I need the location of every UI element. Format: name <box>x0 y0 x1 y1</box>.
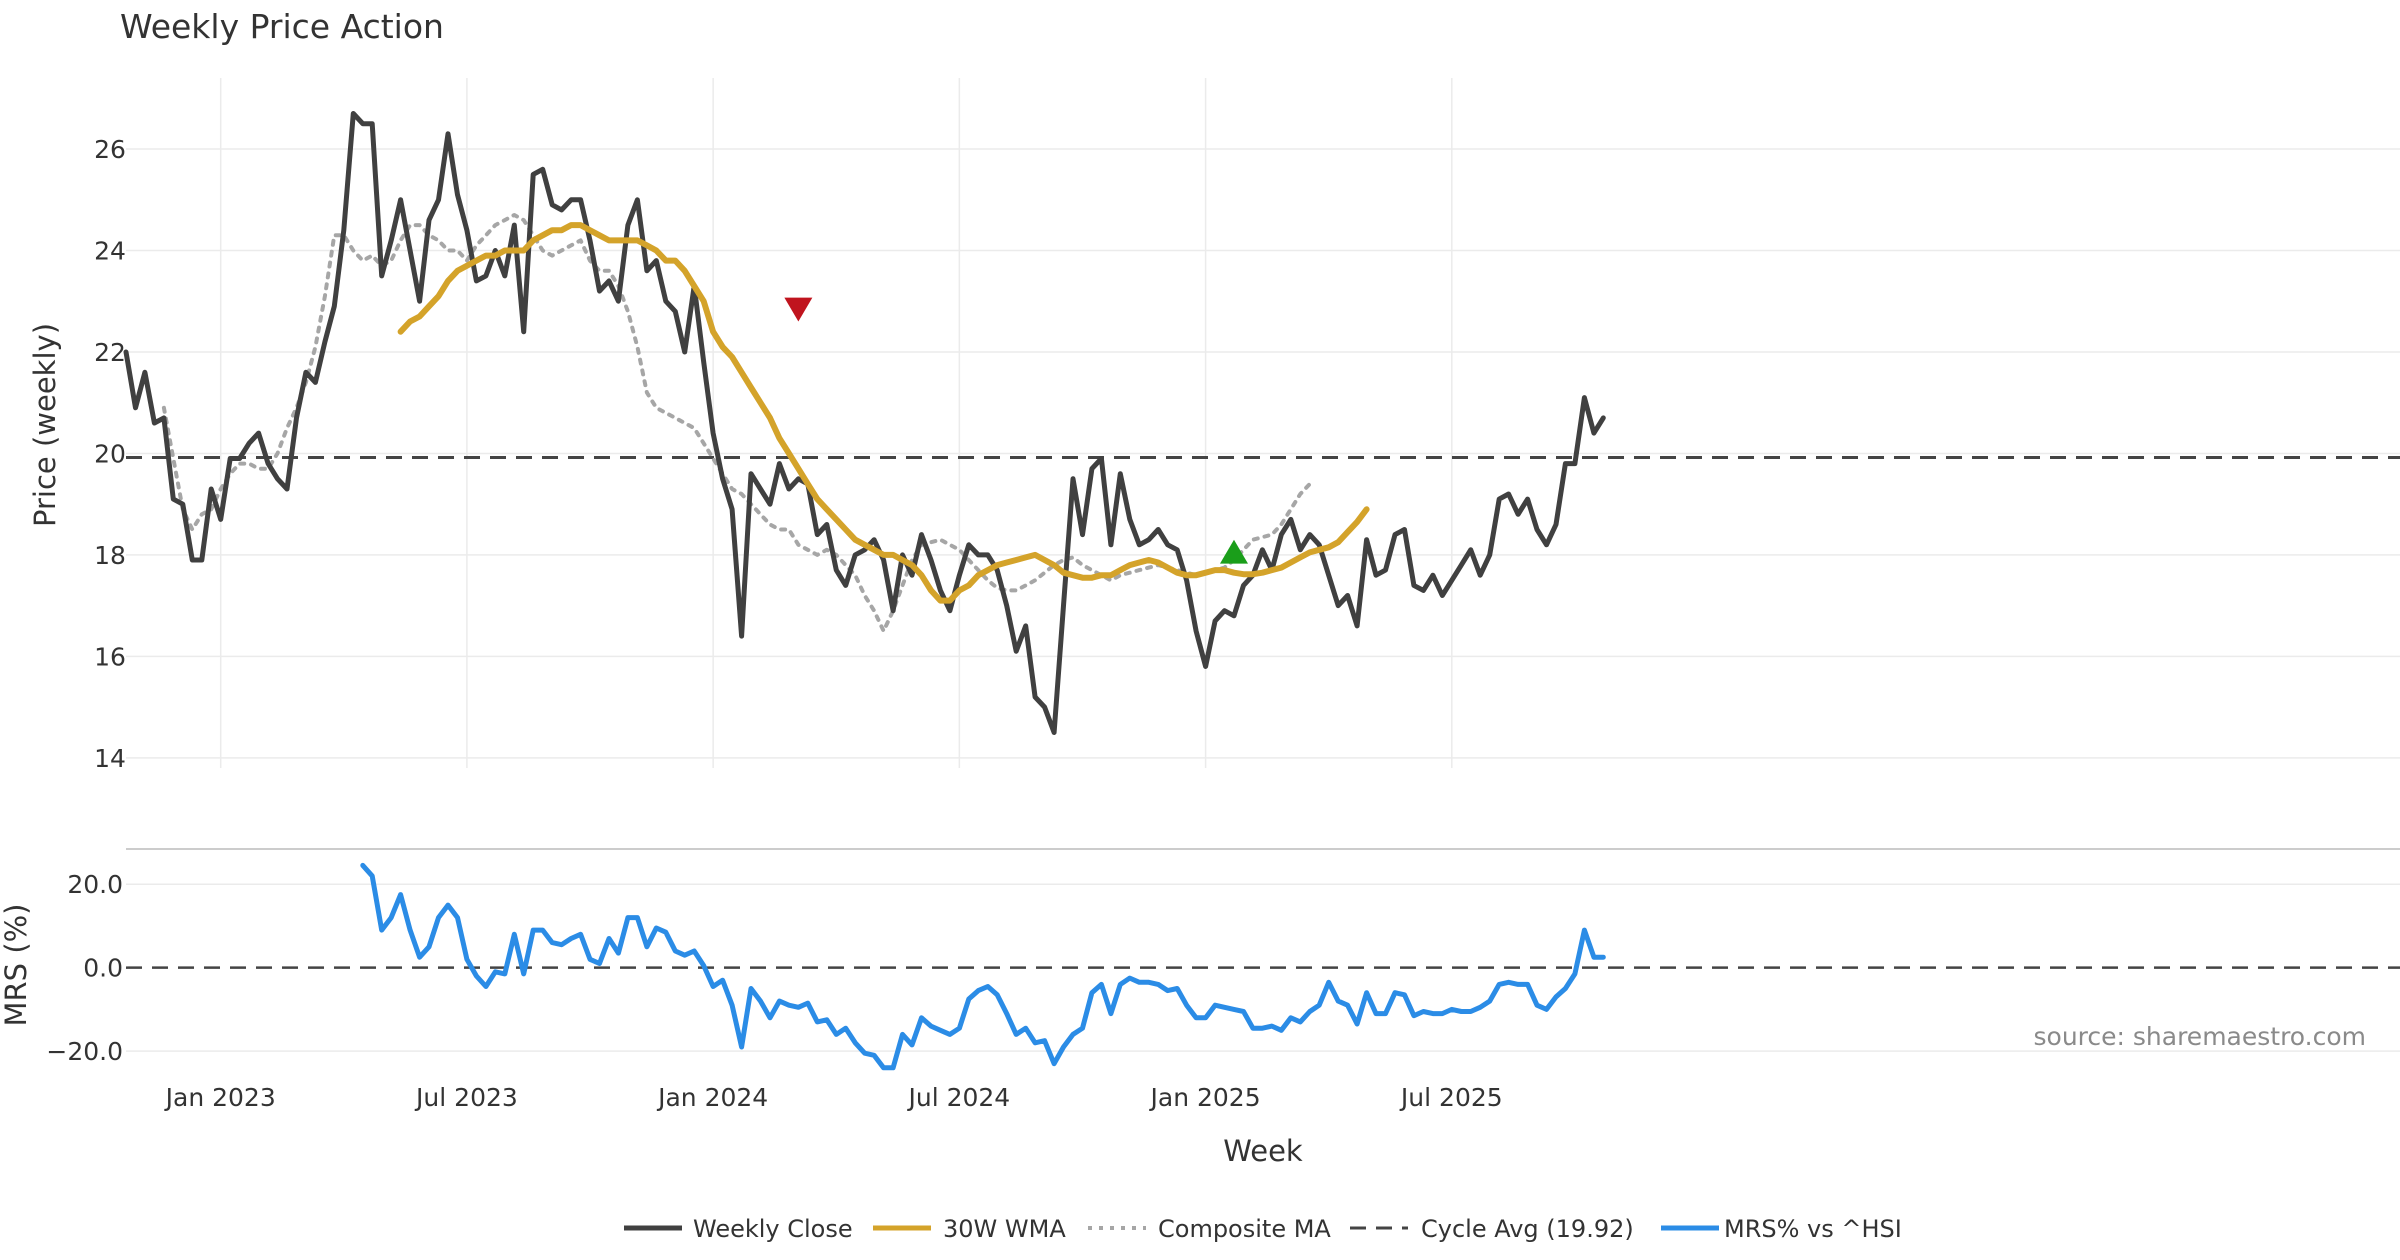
price-tick-label: 22 <box>94 338 126 367</box>
composite-ma-line <box>161 213 1312 633</box>
mrs-line <box>360 862 1606 1071</box>
price-tick-label: 18 <box>94 541 126 570</box>
sell-signal-marker <box>784 297 813 322</box>
legend-item-weekly-close: Weekly Close <box>624 1215 853 1243</box>
legend-item-mrs: MRS% vs ^HSI <box>1661 1215 1902 1243</box>
legend-label-composite-ma: Composite MA <box>1158 1215 1331 1243</box>
mrs-axis-label: MRS (%) <box>0 904 33 1027</box>
legend-label-weekly-close: Weekly Close <box>693 1215 853 1243</box>
price-tick-label: 14 <box>94 744 126 773</box>
legend-label-mrs: MRS% vs ^HSI <box>1724 1215 1902 1243</box>
price-axis-label: Price (weekly) <box>28 323 62 527</box>
tick-layer: Jan 2023 Jul 2023 Jan 2024 Jul 2024 Jan 2025… <box>46 135 1502 1112</box>
legend-label-cycle-avg: Cycle Avg (19.92) <box>1421 1215 1634 1243</box>
x-tick-label: Jan 2025 <box>1149 1083 1261 1112</box>
price-tick-label: 20 <box>94 439 126 468</box>
source-annotation: source: sharemaestro.com <box>2034 1022 2367 1051</box>
mrs-tick-label: 20.0 <box>67 870 123 899</box>
legend-item-composite-ma: Composite MA <box>1088 1215 1331 1243</box>
wma-30w-line <box>397 222 1370 604</box>
series-layer <box>123 111 2400 1071</box>
legend-item-cycle-avg: Cycle Avg (19.92) <box>1350 1215 1634 1243</box>
x-tick-label: Jul 2023 <box>414 1083 518 1112</box>
legend: Weekly Close 30W WMA Composite MA Cycle … <box>624 1215 1902 1243</box>
price-tick-label: 26 <box>94 135 126 164</box>
weekly-close-line <box>123 111 1606 735</box>
legend-label-30w-wma: 30W WMA <box>943 1215 1066 1243</box>
chart-title: Weekly Price Action <box>120 7 444 46</box>
x-tick-label: Jan 2024 <box>656 1083 768 1112</box>
x-tick-label: Jan 2023 <box>164 1083 276 1112</box>
mrs-tick-label: −20.0 <box>46 1037 123 1066</box>
buy-signal-marker <box>1219 539 1248 564</box>
x-tick-label: Jul 2025 <box>1399 1083 1503 1112</box>
marker-layer <box>784 297 1248 564</box>
price-tick-label: 16 <box>94 642 126 671</box>
mrs-tick-label: 0.0 <box>83 954 123 983</box>
price-tick-label: 24 <box>94 237 126 266</box>
x-tick-label: Jul 2024 <box>906 1083 1010 1112</box>
x-axis-label: Week <box>1223 1134 1303 1168</box>
legend-item-30w-wma: 30W WMA <box>873 1215 1066 1243</box>
